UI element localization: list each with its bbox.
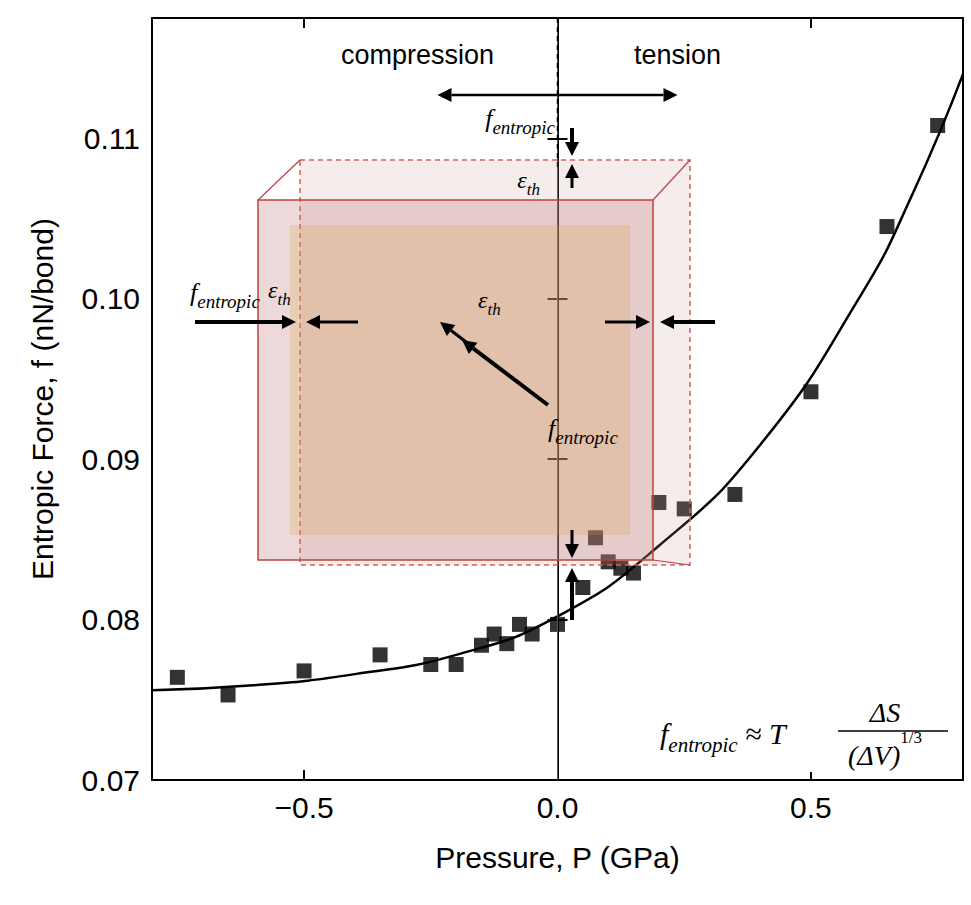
svg-text:ΔS: ΔS <box>869 697 900 728</box>
svg-text:0.0: 0.0 <box>537 791 579 824</box>
svg-text:0.11: 0.11 <box>84 122 140 155</box>
svg-text:Pressure, P (GPa): Pressure, P (GPa) <box>435 841 680 874</box>
svg-text:f: f <box>660 716 669 750</box>
svg-text:ε: ε <box>478 287 488 313</box>
svg-text:0.5: 0.5 <box>790 791 832 824</box>
svg-text:th: th <box>527 180 540 199</box>
svg-text:tension: tension <box>634 40 721 70</box>
svg-text:f: f <box>190 277 198 307</box>
svg-text:entropic: entropic <box>555 427 618 448</box>
svg-text:ε: ε <box>268 277 278 303</box>
svg-text:th: th <box>487 300 500 319</box>
svg-text:th: th <box>277 290 290 309</box>
svg-text:entropic: entropic <box>492 117 555 138</box>
svg-text:0.08: 0.08 <box>82 603 140 636</box>
svg-text:f: f <box>485 104 496 133</box>
svg-text:ε: ε <box>517 167 527 193</box>
svg-text:≈ T: ≈ T <box>738 717 788 750</box>
svg-text:−0.5: −0.5 <box>274 791 333 824</box>
svg-text:compression: compression <box>341 40 494 70</box>
svg-text:1/3: 1/3 <box>900 728 922 747</box>
svg-text:entropic: entropic <box>197 291 260 312</box>
svg-text:0.10: 0.10 <box>82 282 140 315</box>
svg-text:Entropic Force, f (nN/bond): Entropic Force, f (nN/bond) <box>26 218 59 580</box>
svg-text:0.09: 0.09 <box>82 443 140 476</box>
svg-text:f: f <box>548 413 556 443</box>
svg-text:(ΔV): (ΔV) <box>848 740 900 771</box>
svg-text:entropic: entropic <box>668 733 738 757</box>
svg-text:0.07: 0.07 <box>82 764 140 797</box>
